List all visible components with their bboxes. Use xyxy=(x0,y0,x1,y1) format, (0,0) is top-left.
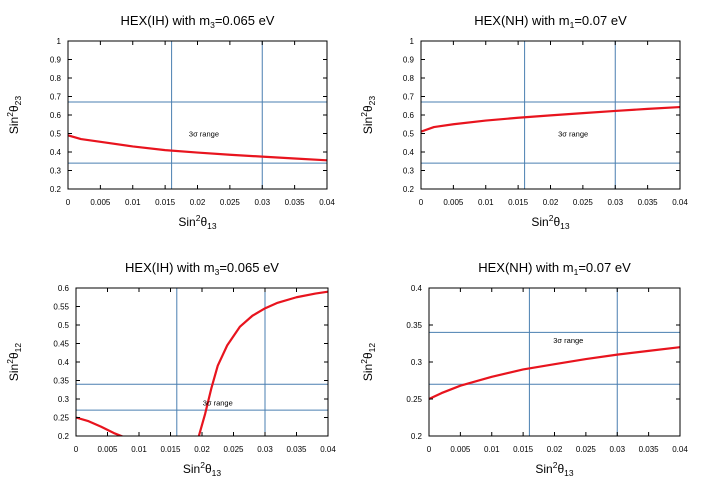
series-line-1 xyxy=(421,105,680,133)
series-line-1 xyxy=(68,134,327,162)
y-axis-label: Sin2θ12 xyxy=(359,343,377,381)
y-tick-label: 0.8 xyxy=(403,74,415,83)
x-tick-label: 0.01 xyxy=(484,445,500,454)
x-tick-label: 0.025 xyxy=(573,198,594,207)
y-tick-label: 0.9 xyxy=(50,56,62,65)
series-line-2 xyxy=(197,290,328,436)
x-tick-label: 0.035 xyxy=(285,198,306,207)
y-tick-label: 0.6 xyxy=(50,111,62,120)
chart-title: HEX(IH) with m3=0.065 eV xyxy=(121,13,275,30)
x-axis-label: Sin2θ13 xyxy=(183,460,221,478)
y-tick-label: 0.3 xyxy=(411,358,423,367)
x-tick-label: 0.01 xyxy=(478,198,494,207)
y-tick-label: 0.3 xyxy=(58,395,70,404)
x-tick-label: 0.02 xyxy=(190,198,206,207)
series-line-1 xyxy=(429,346,680,400)
x-axis-label: Sin2θ13 xyxy=(531,213,569,231)
subplot-4: 0 0.005 0.01 0.015 0.02 0.025 0.03 0.035 0.04 0.2… xyxy=(359,260,688,478)
chart-title: HEX(NH) with m1=0.07 eV xyxy=(478,260,631,277)
y-tick-label: 0.4 xyxy=(403,148,415,157)
x-tick-label: 0.005 xyxy=(97,445,118,454)
series-line-1 xyxy=(76,416,124,436)
y-axis-label: Sin2θ12 xyxy=(5,343,23,381)
chart-title: HEX(IH) with m3=0.065 eV xyxy=(125,260,279,277)
y-tick-label: 0.2 xyxy=(403,185,415,194)
subplot-1: 0 0.005 0.01 0.015 0.02 0.025 0.03 0.035 0.04 0.2… xyxy=(5,13,335,231)
x-tick-label: 0.005 xyxy=(90,198,111,207)
range-annotation: 3σ range xyxy=(558,130,588,139)
x-tick-label: 0.035 xyxy=(286,445,307,454)
plot-frame xyxy=(428,287,681,437)
range-annotation: 3σ range xyxy=(203,399,233,408)
x-tick-label: 0.04 xyxy=(672,445,688,454)
subplot-2: 0 0.005 0.01 0.015 0.02 0.025 0.03 0.035 0.04 0.2… xyxy=(359,13,688,231)
x-tick-label: 0 xyxy=(66,198,71,207)
y-tick-label: 0.8 xyxy=(50,74,62,83)
y-tick-label: 1 xyxy=(57,37,62,46)
x-tick-label: 0.04 xyxy=(319,198,335,207)
x-tick-label: 0.03 xyxy=(609,445,625,454)
y-tick-label: 0.35 xyxy=(53,377,69,386)
y-tick-label: 1 xyxy=(410,37,415,46)
y-tick-label: 0.5 xyxy=(403,130,415,139)
range-annotation: 3σ range xyxy=(553,336,583,345)
y-tick-label: 0.3 xyxy=(50,167,62,176)
y-tick-label: 0.9 xyxy=(403,56,415,65)
range-annotation: 3σ range xyxy=(189,130,219,139)
y-tick-label: 0.2 xyxy=(58,432,70,441)
subplot-3: 0 0.005 0.01 0.015 0.02 0.025 0.03 0.035 0.04 0.2… xyxy=(5,260,336,478)
x-tick-label: 0.01 xyxy=(131,445,147,454)
y-tick-label: 0.5 xyxy=(58,321,70,330)
y-tick-label: 0.6 xyxy=(58,284,70,293)
x-tick-label: 0.01 xyxy=(125,198,141,207)
x-tick-label: 0.02 xyxy=(194,445,210,454)
x-tick-label: 0.035 xyxy=(639,445,660,454)
x-tick-label: 0 xyxy=(419,198,424,207)
x-tick-label: 0.02 xyxy=(543,198,559,207)
y-tick-label: 0.4 xyxy=(411,284,423,293)
y-tick-label: 0.7 xyxy=(403,93,415,102)
y-tick-label: 0.6 xyxy=(403,111,415,120)
y-tick-label: 0.5 xyxy=(50,130,62,139)
x-tick-label: 0.025 xyxy=(220,198,241,207)
x-tick-label: 0.03 xyxy=(607,198,623,207)
x-tick-label: 0.04 xyxy=(320,445,336,454)
x-tick-label: 0.015 xyxy=(160,445,181,454)
y-tick-label: 0.2 xyxy=(411,432,423,441)
x-tick-label: 0 xyxy=(74,445,79,454)
x-tick-label: 0.03 xyxy=(257,445,273,454)
y-tick-label: 0.35 xyxy=(406,321,422,330)
y-tick-label: 0.25 xyxy=(53,414,69,423)
y-tick-label: 0.25 xyxy=(406,395,422,404)
y-tick-label: 0.45 xyxy=(53,340,69,349)
x-tick-label: 0.025 xyxy=(576,445,597,454)
x-tick-label: 0.005 xyxy=(450,445,471,454)
y-tick-label: 0.4 xyxy=(58,358,70,367)
x-tick-label: 0.025 xyxy=(223,445,244,454)
x-tick-label: 0.03 xyxy=(254,198,270,207)
x-tick-label: 0.015 xyxy=(155,198,176,207)
y-tick-label: 0.55 xyxy=(53,303,69,312)
x-tick-label: 0.015 xyxy=(513,445,534,454)
x-tick-label: 0.035 xyxy=(638,198,659,207)
plot-frame xyxy=(75,287,329,437)
chart-title: HEX(NH) with m1=0.07 eV xyxy=(474,13,627,30)
x-axis-label: Sin2θ13 xyxy=(535,460,573,478)
plot-frame xyxy=(67,40,328,190)
x-tick-label: 0 xyxy=(427,445,432,454)
y-axis-label: Sin2θ23 xyxy=(359,96,377,134)
y-tick-label: 0.3 xyxy=(403,167,415,176)
y-axis-label: Sin2θ23 xyxy=(5,96,23,134)
x-tick-label: 0.02 xyxy=(547,445,563,454)
y-tick-label: 0.4 xyxy=(50,148,62,157)
y-tick-label: 0.7 xyxy=(50,93,62,102)
x-axis-label: Sin2θ13 xyxy=(178,213,216,231)
x-tick-label: 0.04 xyxy=(672,198,688,207)
y-tick-label: 0.2 xyxy=(50,185,62,194)
x-tick-label: 0.015 xyxy=(508,198,529,207)
x-tick-label: 0.005 xyxy=(443,198,464,207)
